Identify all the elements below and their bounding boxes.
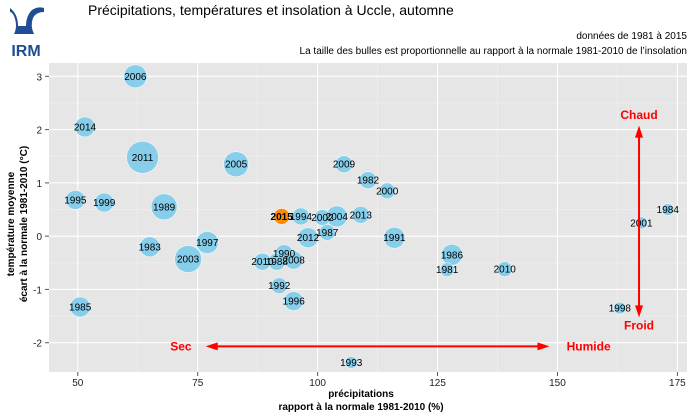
axis-ticks: 50 75 100 125 150 175 -2 -1 0 1 2 3: [33, 72, 686, 389]
bubble-year-label: 2015: [271, 212, 294, 223]
bubble-year-label: 1981: [436, 265, 459, 276]
x-axis-label-line1: précipitations: [328, 389, 394, 400]
y-tick-label: 1: [36, 179, 42, 190]
annotation-arrows: Chaud Froid Sec Humide: [170, 108, 657, 353]
bubble: [439, 262, 455, 277]
bubble-year-label: 1997: [196, 238, 219, 249]
annotation-dry: Sec: [170, 339, 192, 353]
bubble-year-label: 2011: [132, 153, 154, 164]
bubble-year-label: 2003: [177, 255, 200, 266]
bubble-year-label: 2009: [333, 160, 356, 171]
bubble-year-label: 1996: [283, 297, 306, 308]
bubble-year-label: 1999: [93, 198, 116, 209]
y-tick-label: 3: [36, 72, 42, 83]
bubble-year-label: 1994: [290, 212, 313, 223]
bubble-size-note: La taille des bulles est proportionnelle…: [299, 46, 687, 57]
bubble: [661, 203, 675, 216]
bubble: [383, 226, 406, 249]
bubble: [223, 151, 249, 177]
bubble: [344, 356, 358, 369]
bubble: [126, 141, 159, 174]
bubbles: [65, 64, 675, 369]
bubble-year-label: 1987: [316, 228, 339, 239]
bubble-year-label: 2006: [124, 72, 147, 83]
bubble: [496, 261, 513, 277]
bubble-year-label: 1982: [357, 176, 380, 187]
bubble-year-label: 2010: [494, 265, 517, 276]
bubble: [139, 236, 160, 258]
bubble-year-label: 2008: [283, 256, 306, 267]
chart-title: Précipitations, températures et insolati…: [88, 2, 454, 18]
bubble-year-label: 2001: [630, 218, 653, 229]
annotation-wet: Humide: [567, 339, 611, 353]
bubble-year-label: 1984: [657, 205, 680, 216]
bubble-year-label: 1992: [268, 281, 291, 292]
bubble: [359, 171, 377, 189]
bubble: [94, 192, 114, 213]
bubble-year-label: 1989: [153, 202, 176, 213]
bubble: [74, 116, 96, 138]
y-tick-label: 2: [36, 126, 42, 137]
x-tick-label: 150: [549, 378, 566, 389]
y-tick-label: -2: [33, 339, 42, 350]
bubble: [174, 245, 202, 273]
bubble: [335, 155, 353, 173]
bubble-year-label: 2013: [350, 210, 373, 221]
irm-logo: IRM: [6, 4, 46, 64]
arrow-head-up: [635, 125, 644, 138]
bubble: [273, 208, 290, 225]
bubble: [292, 207, 310, 226]
bubble-labels: 2006 2014 2011 2005 1995 1999 1989 2015 1983 1997…: [64, 72, 679, 369]
bubble: [65, 190, 86, 210]
y-tick-label: -1: [33, 285, 42, 296]
bubble: [318, 224, 336, 241]
bubble: [613, 301, 627, 315]
bubble-year-label: 1998: [609, 304, 632, 315]
bubble-year-label: 1983: [139, 242, 162, 253]
bubble: [352, 206, 370, 224]
x-tick-label: 125: [429, 378, 446, 389]
bubble-year-label: 2000: [376, 186, 399, 197]
bubble-year-label: 2010: [251, 257, 274, 268]
bubble: [69, 296, 91, 318]
bubble-year-label: 1991: [383, 233, 406, 244]
data-period-note: données de 1981 à 2015: [576, 31, 687, 42]
bubble-year-label: 1990: [273, 249, 296, 260]
y-axis-label-line2: écart à la normale 1981-2010 (°C): [19, 146, 30, 302]
bubble: [150, 193, 178, 221]
x-axis-label-line2: rapport à la normale 1981-2010 (%): [278, 402, 443, 413]
x-tick-label: 175: [669, 378, 686, 389]
bubble: [314, 209, 331, 226]
arrow-head-down: [635, 305, 644, 318]
arrow-head-right: [537, 342, 550, 351]
annotation-hot: Chaud: [620, 108, 657, 122]
logo-text: IRM: [11, 43, 40, 60]
y-tick-label: 0: [36, 232, 42, 243]
bubble-year-label: 1995: [64, 195, 87, 206]
x-tick-label: 100: [309, 378, 326, 389]
bubble: [196, 231, 219, 254]
x-tick-label: 75: [192, 378, 204, 389]
bubble-year-label: 1993: [340, 358, 363, 369]
bubble-year-label: 2012: [297, 233, 320, 244]
bubble-year-label: 1985: [69, 303, 92, 314]
bubble: [297, 227, 319, 248]
y-axis-label-line1: température moyenne: [6, 171, 17, 276]
annotation-cold: Froid: [624, 319, 654, 333]
bubble-year-label: 1988: [266, 257, 289, 268]
bubble: [283, 291, 304, 311]
x-tick-label: 50: [72, 378, 84, 389]
bubble: [378, 182, 396, 200]
bubble-year-label: 2002: [311, 213, 334, 224]
bubble: [271, 277, 288, 294]
bubble: [268, 252, 286, 271]
bubble-year-label: 2014: [74, 122, 97, 133]
bubble-year-label: 1986: [441, 250, 464, 261]
bubble-year-label: 2004: [326, 212, 349, 223]
bubble: [123, 64, 148, 89]
bubble-year-label: 2005: [225, 160, 248, 171]
arrow-head-left: [205, 342, 218, 351]
